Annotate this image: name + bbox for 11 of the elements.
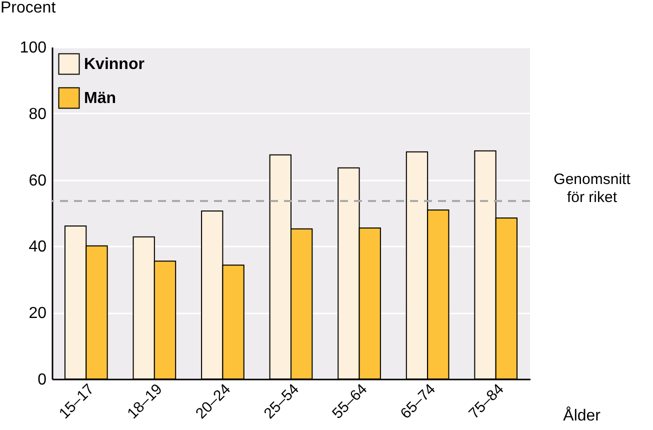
x-axis-title: Ålder: [563, 406, 602, 424]
y-tick-label: 100: [20, 40, 47, 56]
y-tick-label: 0: [38, 372, 47, 388]
legend-label: Män: [84, 90, 116, 107]
y-tick-label: 20: [28, 305, 47, 322]
ref-line-label: Genomsnitt för riket: [554, 171, 632, 206]
y-tick-label: 80: [28, 106, 47, 123]
legend-label: Kvinnor: [84, 56, 144, 73]
y-tick-label: 60: [28, 172, 47, 190]
y-axis-title: Procent: [0, 0, 56, 16]
y-tick-label: 40: [28, 238, 47, 256]
